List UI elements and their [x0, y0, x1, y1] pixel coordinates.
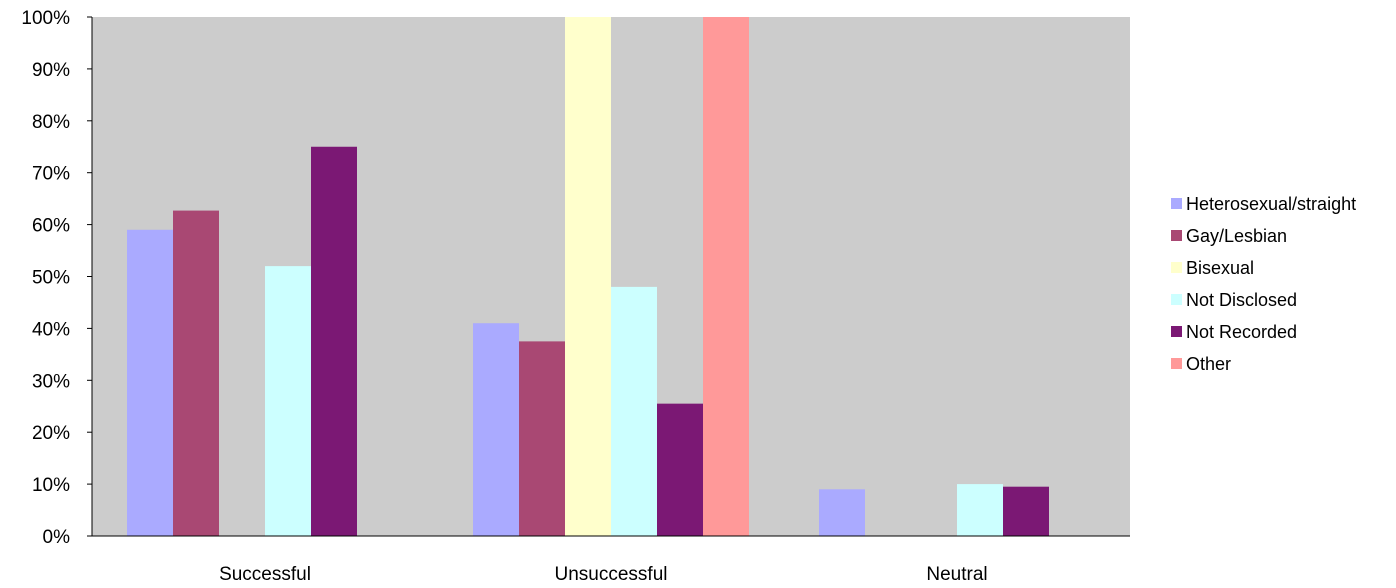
- legend: Heterosexual/straight Gay/Lesbian Bisexual…: [1171, 194, 1356, 374]
- y-tick-label: 10%: [32, 475, 70, 496]
- bar-unsuccessful-not-disclosed: [611, 286, 657, 536]
- legend-label: Heterosexual/straight: [1186, 194, 1356, 214]
- y-tick-label: 0%: [43, 527, 71, 548]
- bar-neutral-heterosexual-straight: [819, 489, 865, 536]
- legend-label: Not Recorded: [1186, 322, 1297, 342]
- bars-layer: [127, 17, 1049, 537]
- y-tick-label: 60%: [32, 216, 70, 237]
- legend-swatch: [1171, 262, 1182, 273]
- bar-successful-not-recorded: [311, 146, 357, 536]
- y-tick-label: 50%: [32, 268, 70, 289]
- legend-swatch: [1171, 326, 1182, 337]
- bar-unsuccessful-not-recorded: [657, 403, 703, 536]
- bar-unsuccessful-other: [703, 17, 749, 536]
- legend-label: Not Disclosed: [1186, 290, 1297, 310]
- axes-layer: [87, 16, 1130, 537]
- y-tick-label: 40%: [32, 319, 70, 340]
- bar-neutral-not-disclosed: [957, 484, 1003, 536]
- bar-unsuccessful-heterosexual-straight: [473, 323, 519, 536]
- y-tick-label: 30%: [32, 371, 70, 392]
- bar-unsuccessful-bisexual: [565, 17, 611, 536]
- y-tick-label: 90%: [32, 60, 70, 81]
- legend-label: Other: [1186, 354, 1231, 374]
- category-label: Unsuccessful: [555, 564, 668, 585]
- category-label: Neutral: [926, 564, 987, 585]
- bar-neutral-not-recorded: [1003, 486, 1049, 536]
- bar-successful-not-disclosed: [265, 266, 311, 536]
- y-tick-labels: 0% 10% 20% 30% 40% 50% 60% 70% 80% 90% 100%: [21, 8, 70, 548]
- y-tick-label: 20%: [32, 423, 70, 444]
- legend-label: Bisexual: [1186, 258, 1254, 278]
- bar-successful-gay-lesbian: [173, 210, 219, 536]
- y-tick-label: 80%: [32, 112, 70, 133]
- legend-swatch: [1171, 198, 1182, 209]
- bar-successful-heterosexual-straight: [127, 229, 173, 537]
- legend-swatch: [1171, 294, 1182, 305]
- legend-swatch: [1171, 358, 1182, 369]
- legend-label: Gay/Lesbian: [1186, 226, 1287, 246]
- y-tick-label: 70%: [32, 164, 70, 185]
- legend-swatch: [1171, 230, 1182, 241]
- y-tick-label: 100%: [21, 8, 70, 29]
- category-label: Successful: [219, 564, 311, 585]
- category-labels: Successful Unsuccessful Neutral: [219, 564, 988, 585]
- bar-unsuccessful-gay-lesbian: [519, 341, 565, 536]
